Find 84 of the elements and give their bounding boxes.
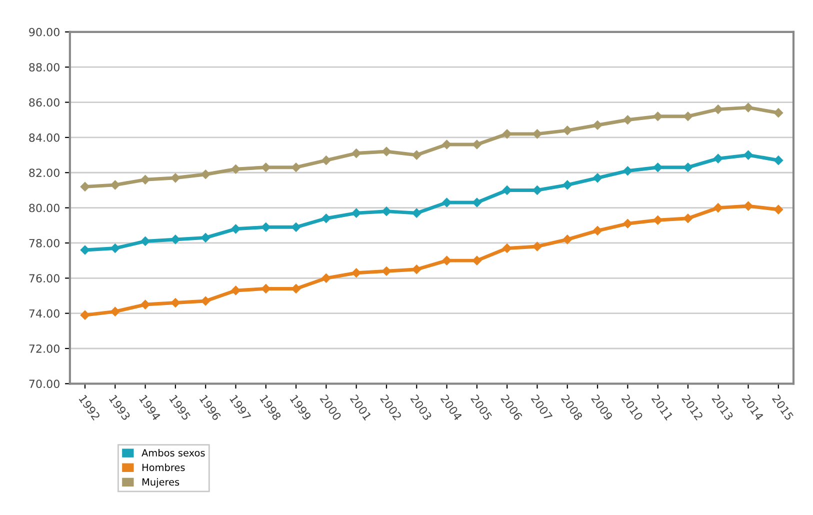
point	[442, 198, 452, 208]
y-tick-label: 70.00	[29, 380, 60, 388]
point	[713, 203, 723, 212]
point	[352, 208, 361, 218]
point	[774, 108, 784, 118]
point	[502, 129, 512, 139]
point	[200, 233, 210, 242]
point	[592, 226, 602, 236]
point	[200, 170, 210, 180]
point	[472, 256, 482, 266]
point	[683, 214, 693, 223]
point	[623, 166, 632, 176]
point	[623, 219, 632, 228]
y-tick-label: 72.00	[29, 344, 60, 353]
point	[653, 162, 662, 172]
point	[231, 286, 240, 296]
point	[352, 148, 361, 158]
point	[80, 245, 90, 255]
point	[442, 256, 452, 266]
point	[412, 264, 422, 274]
point	[322, 156, 331, 165]
point	[653, 215, 662, 225]
point	[170, 298, 180, 308]
legend-label: Mujeres	[142, 478, 180, 488]
point	[140, 236, 150, 246]
point	[653, 112, 662, 121]
y-tick-label: 78.00	[29, 238, 60, 248]
y-tick-label: 86.00	[29, 98, 60, 107]
point	[140, 300, 150, 310]
point	[774, 204, 784, 214]
point	[170, 173, 180, 183]
point	[562, 126, 572, 136]
y-tick-label: 88.00	[29, 63, 60, 72]
point	[382, 146, 392, 156]
point	[200, 296, 210, 306]
point	[110, 180, 120, 190]
point	[713, 104, 723, 114]
point	[623, 115, 632, 124]
point	[322, 214, 331, 223]
y-tick-label: 90.00	[29, 28, 60, 36]
point	[744, 150, 753, 160]
point	[291, 222, 301, 232]
point	[231, 164, 240, 174]
point	[291, 162, 301, 172]
point	[683, 162, 693, 172]
point	[170, 234, 180, 244]
point	[382, 206, 392, 216]
point	[412, 208, 422, 218]
point	[744, 102, 753, 112]
point	[110, 244, 120, 253]
legend-label: Hombres	[142, 464, 185, 472]
point	[502, 244, 512, 253]
point	[352, 268, 361, 278]
point	[261, 222, 271, 232]
point	[774, 156, 784, 165]
point	[532, 242, 542, 252]
y-tick-label: 80.00	[29, 204, 60, 212]
point	[562, 234, 572, 244]
point	[502, 186, 512, 195]
point	[562, 180, 572, 190]
point	[80, 182, 90, 192]
point	[713, 154, 723, 164]
point	[592, 120, 602, 130]
point	[382, 266, 392, 276]
point	[322, 274, 331, 283]
point	[140, 175, 150, 184]
y-tick-label: 74.00	[29, 309, 60, 318]
point	[80, 310, 90, 320]
point	[532, 129, 542, 139]
y-tick-label: 84.00	[29, 133, 60, 142]
point	[744, 201, 753, 211]
point	[261, 162, 271, 172]
point	[472, 198, 482, 208]
point	[231, 224, 240, 234]
point	[683, 112, 693, 121]
y-tick-label: 76.00	[29, 274, 60, 283]
point	[110, 306, 120, 316]
point	[291, 284, 301, 294]
point	[472, 140, 482, 150]
legend-label: Ambos sexos	[142, 448, 205, 457]
point	[412, 150, 422, 160]
y-tick-label: 82.00	[29, 168, 60, 178]
point	[592, 173, 602, 183]
point	[442, 140, 452, 150]
